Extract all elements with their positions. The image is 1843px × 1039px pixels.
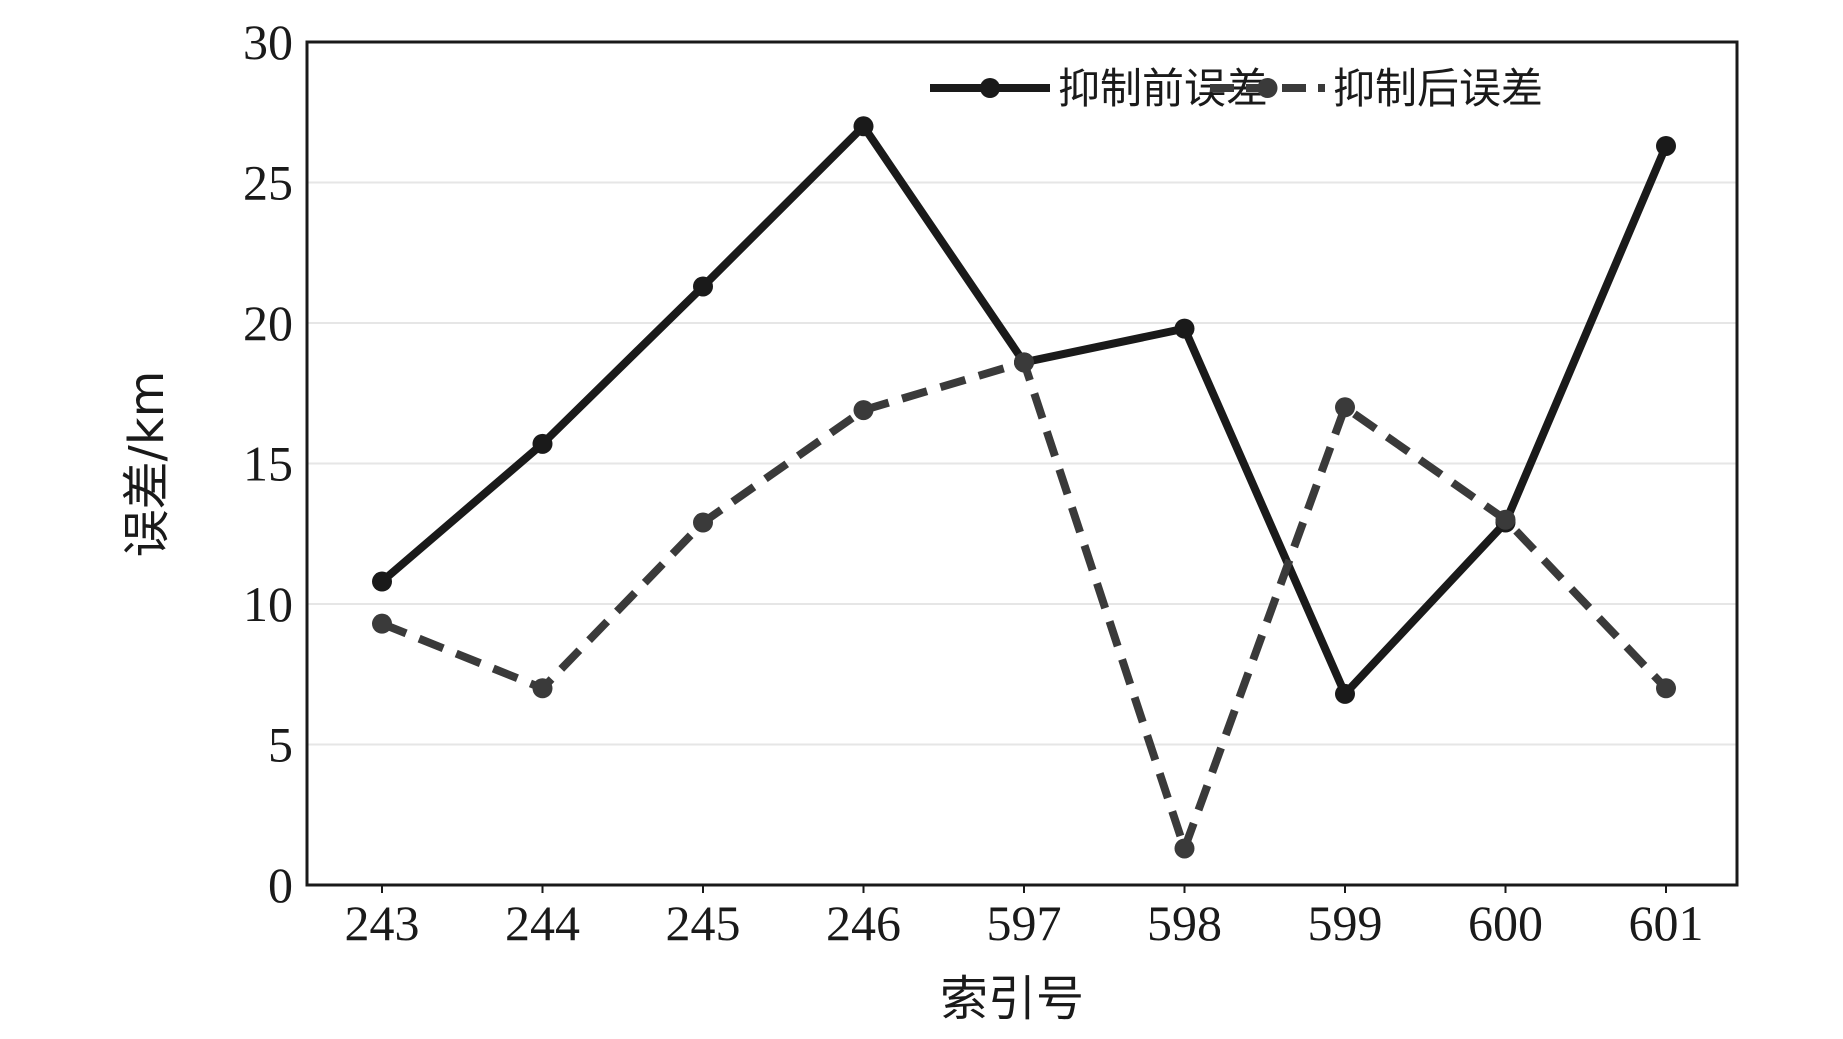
data-point	[1335, 683, 1355, 704]
data-point	[372, 571, 392, 592]
data-point	[532, 678, 553, 699]
series-line	[379, 122, 1670, 698]
x-tick-label: 245	[666, 895, 741, 951]
data-point	[693, 276, 713, 297]
y-tick-label: 0	[268, 857, 293, 913]
y-axis: 0 5 10 15 20 25 30	[243, 14, 293, 913]
x-tick-label: 600	[1468, 895, 1543, 951]
y-tick-label: 15	[243, 436, 293, 492]
x-axis: 243 244 245 246 597 598 599 600 601	[345, 885, 1704, 951]
y-axis-title: 误差/km	[119, 371, 175, 558]
x-tick-label: 598	[1147, 895, 1222, 951]
series-2	[372, 352, 1676, 859]
y-tick-label: 10	[243, 576, 293, 632]
legend-marker	[1257, 78, 1278, 98]
plot-area-frame	[305, 40, 1739, 887]
legend: 抑制前误差 抑制后误差	[930, 64, 1543, 113]
x-tick-label: 243	[345, 895, 420, 951]
x-tick-label: 601	[1629, 895, 1704, 951]
x-tick-label: 597	[987, 895, 1062, 951]
x-tick-label: 246	[826, 895, 901, 951]
data-point	[1335, 397, 1355, 418]
legend-label: 抑制前误差	[1058, 64, 1268, 113]
data-point	[693, 512, 713, 533]
y-tick-label: 5	[268, 717, 293, 773]
data-point	[853, 116, 874, 137]
series-layer	[372, 116, 1676, 859]
data-point	[853, 400, 874, 421]
legend-item: 抑制后误差	[1210, 64, 1543, 113]
data-point	[372, 613, 392, 634]
data-point	[1656, 135, 1676, 156]
series-line	[380, 358, 1669, 853]
data-point	[1174, 318, 1195, 339]
data-point	[532, 433, 553, 454]
grid-lines	[307, 181, 1737, 746]
y-tick-label: 30	[243, 14, 293, 70]
data-point	[1495, 509, 1516, 530]
x-tick-label: 599	[1308, 895, 1383, 951]
x-tick-label: 244	[505, 895, 580, 951]
legend-label: 抑制后误差	[1333, 64, 1543, 113]
y-tick-label: 25	[243, 155, 293, 211]
data-point	[1656, 678, 1676, 699]
y-tick-label: 20	[243, 295, 293, 351]
legend-marker	[980, 78, 1000, 98]
series-1	[372, 116, 1676, 704]
x-axis-title: 索引号	[940, 971, 1084, 1027]
data-point	[1174, 838, 1195, 859]
data-point	[1014, 352, 1034, 373]
